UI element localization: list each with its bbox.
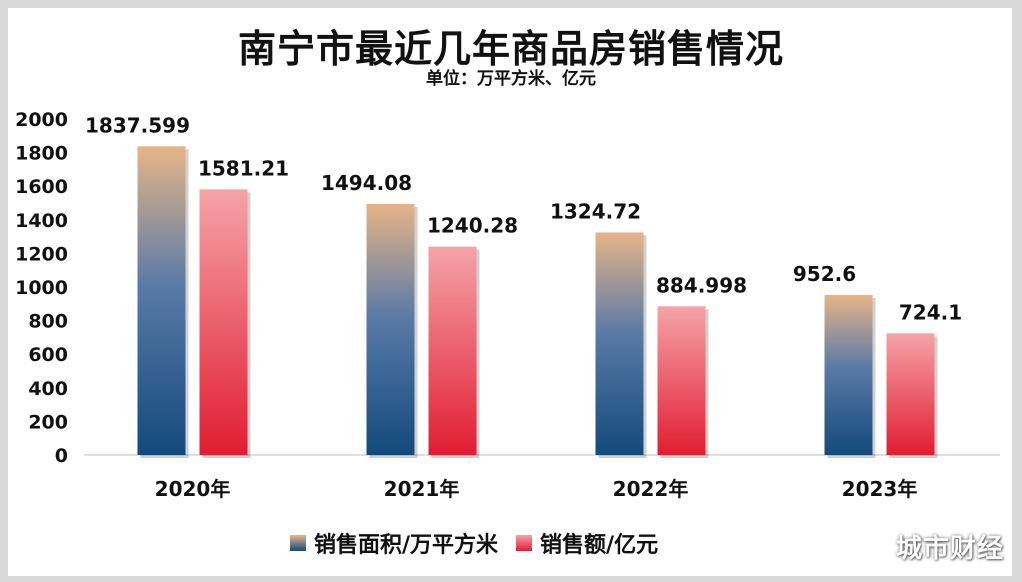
legend-label-amount: 销售额/亿元 xyxy=(540,533,659,558)
legend-item-amount: 销售额/亿元 xyxy=(516,527,658,559)
bar-sales-amount xyxy=(428,246,477,455)
bar-sales-area xyxy=(137,146,186,455)
y-tick-label: 1200 xyxy=(15,243,68,265)
y-tick-label: 1800 xyxy=(15,143,68,165)
chart-title: 南宁市最近几年商品房销售情况 xyxy=(237,27,784,71)
data-label: 884.998 xyxy=(656,273,747,297)
bar-sales-area xyxy=(366,203,415,455)
y-tick-label: 1600 xyxy=(15,176,68,198)
data-label: 1494.08 xyxy=(321,171,412,195)
x-axis: 2020年 2021年 2022年 2023年 xyxy=(155,477,918,501)
legend: 销售面积/万平方米 销售额/亿元 xyxy=(290,528,658,558)
bar-sales-area xyxy=(824,294,873,455)
bar-sales-amount xyxy=(657,306,706,455)
x-tick-label: 2023年 xyxy=(842,477,918,501)
chart-subtitle: 单位：万平方米、亿元 xyxy=(426,69,596,89)
legend-swatch-area xyxy=(290,535,306,551)
data-label: 952.6 xyxy=(793,262,856,286)
y-tick-label: 800 xyxy=(28,311,68,333)
bar-sales-amount xyxy=(886,333,935,455)
y-axis: 0 200 400 600 800 1000 1200 1400 1600 1800 2000 xyxy=(15,109,68,467)
legend-label-area: 销售面积/万平方米 xyxy=(314,533,499,558)
y-tick-label: 400 xyxy=(28,378,68,400)
y-tick-label: 1000 xyxy=(15,277,68,299)
y-tick-label: 600 xyxy=(28,344,68,366)
data-label: 724.1 xyxy=(899,300,962,324)
watermark: 城市财经 xyxy=(895,534,1004,564)
data-label: 1837.599 xyxy=(85,113,190,137)
legend-swatch-amount xyxy=(516,535,533,551)
x-tick-label: 2020年 xyxy=(155,477,231,501)
y-tick-label: 1400 xyxy=(15,210,68,232)
data-label: 1324.72 xyxy=(550,199,641,223)
y-tick-label: 200 xyxy=(28,411,68,433)
data-label: 1240.28 xyxy=(427,214,518,238)
bars-group xyxy=(137,146,938,458)
x-tick-label: 2022年 xyxy=(613,477,689,501)
bar-sales-amount xyxy=(199,189,248,455)
legend-item-area: 销售面积/万平方米 xyxy=(290,527,498,559)
y-tick-label: 2000 xyxy=(15,109,68,131)
data-label: 1581.21 xyxy=(198,156,289,180)
value-labels: 1837.599 1581.21 1494.08 1240.28 1324.72 884.… xyxy=(85,113,962,324)
y-tick-label: 0 xyxy=(55,445,68,467)
x-tick-label: 2021年 xyxy=(384,477,460,501)
bar-sales-area xyxy=(595,232,644,455)
